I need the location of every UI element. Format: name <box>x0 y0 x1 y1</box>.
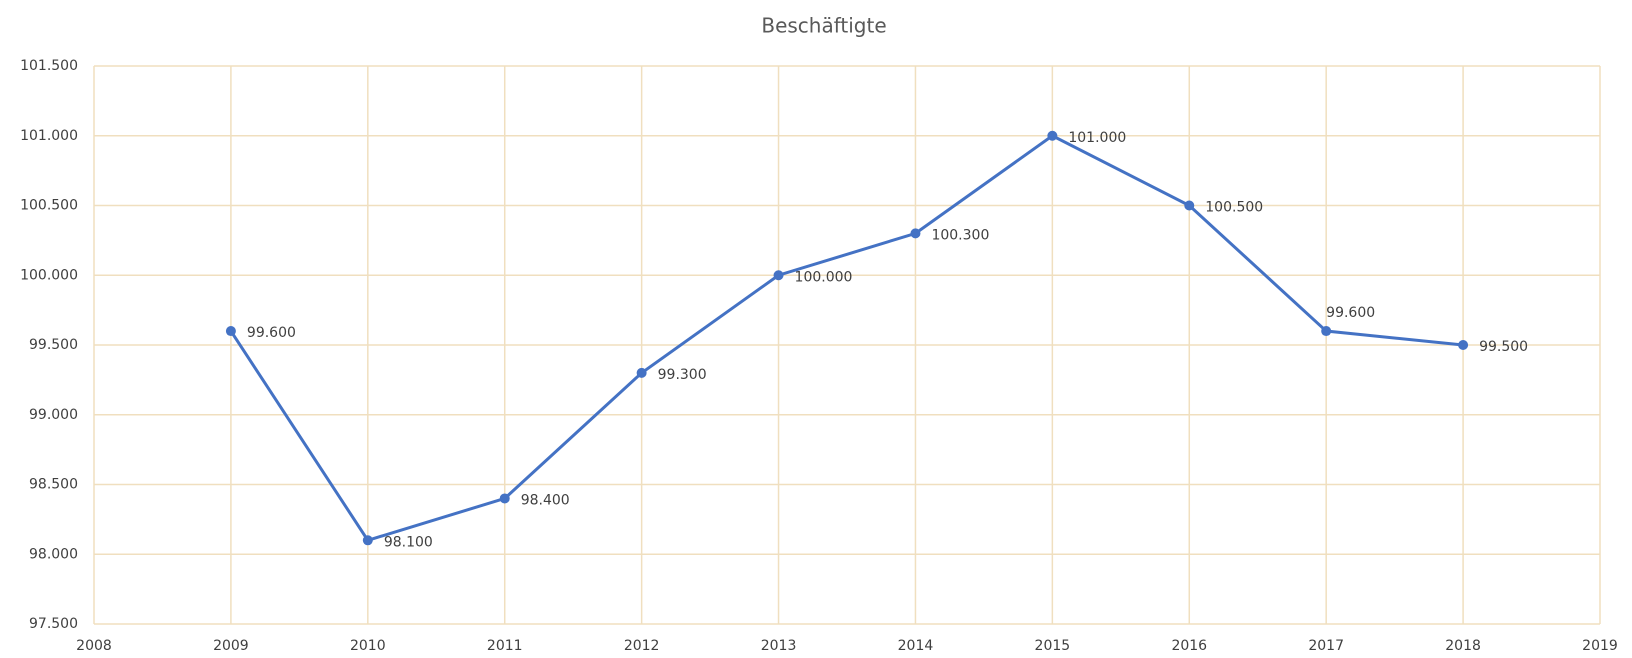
point <box>910 228 921 239</box>
data-label: 101.000 <box>1068 130 1126 146</box>
data-label: 100.000 <box>795 269 853 285</box>
y-tick-label: 97.500 <box>29 616 78 632</box>
point <box>499 493 510 504</box>
data-label: 99.300 <box>658 367 707 383</box>
point <box>1184 200 1195 211</box>
line <box>229 134 1464 543</box>
data-label: 100.500 <box>1205 200 1263 216</box>
x-tick-label: 2010 <box>350 638 386 654</box>
chart-title: Beschäftigte <box>761 14 886 38</box>
data-label: 98.400 <box>521 492 570 508</box>
x-tick-label: 2012 <box>624 638 660 654</box>
data-label: 100.300 <box>931 227 989 243</box>
x-tick-label: 2011 <box>487 638 523 654</box>
data-label: 99.600 <box>247 325 296 341</box>
data-label: 99.500 <box>1479 339 1528 355</box>
x-tick-label: 2015 <box>1035 638 1071 654</box>
y-tick-label: 98.500 <box>29 477 78 493</box>
x-tick-label: 2009 <box>213 638 249 654</box>
data-label: 98.100 <box>384 534 433 550</box>
y-tick-label: 98.000 <box>29 546 78 562</box>
point <box>636 367 647 378</box>
y-tick-label: 101.500 <box>20 58 78 74</box>
point <box>773 270 784 281</box>
x-tick-label: 2014 <box>898 638 934 654</box>
point <box>225 326 236 337</box>
y-tick-label: 101.000 <box>20 128 78 144</box>
x-tick-label: 2019 <box>1582 638 1618 654</box>
point <box>1321 326 1332 337</box>
point <box>362 535 373 546</box>
x-tick-label: 2008 <box>76 638 112 654</box>
x-tick-label: 2017 <box>1308 638 1344 654</box>
y-tick-label: 100.500 <box>20 198 78 214</box>
x-tick-label: 2018 <box>1445 638 1481 654</box>
y-tick-label: 100.000 <box>20 267 78 283</box>
data-label: 99.600 <box>1326 305 1375 321</box>
point <box>1458 340 1469 350</box>
y-tick-label: 99.000 <box>29 407 78 423</box>
point <box>1047 130 1058 141</box>
y-tick-label: 99.500 <box>29 337 78 353</box>
x-tick-label: 2016 <box>1171 638 1207 654</box>
x-tick-label: 2013 <box>761 638 797 654</box>
